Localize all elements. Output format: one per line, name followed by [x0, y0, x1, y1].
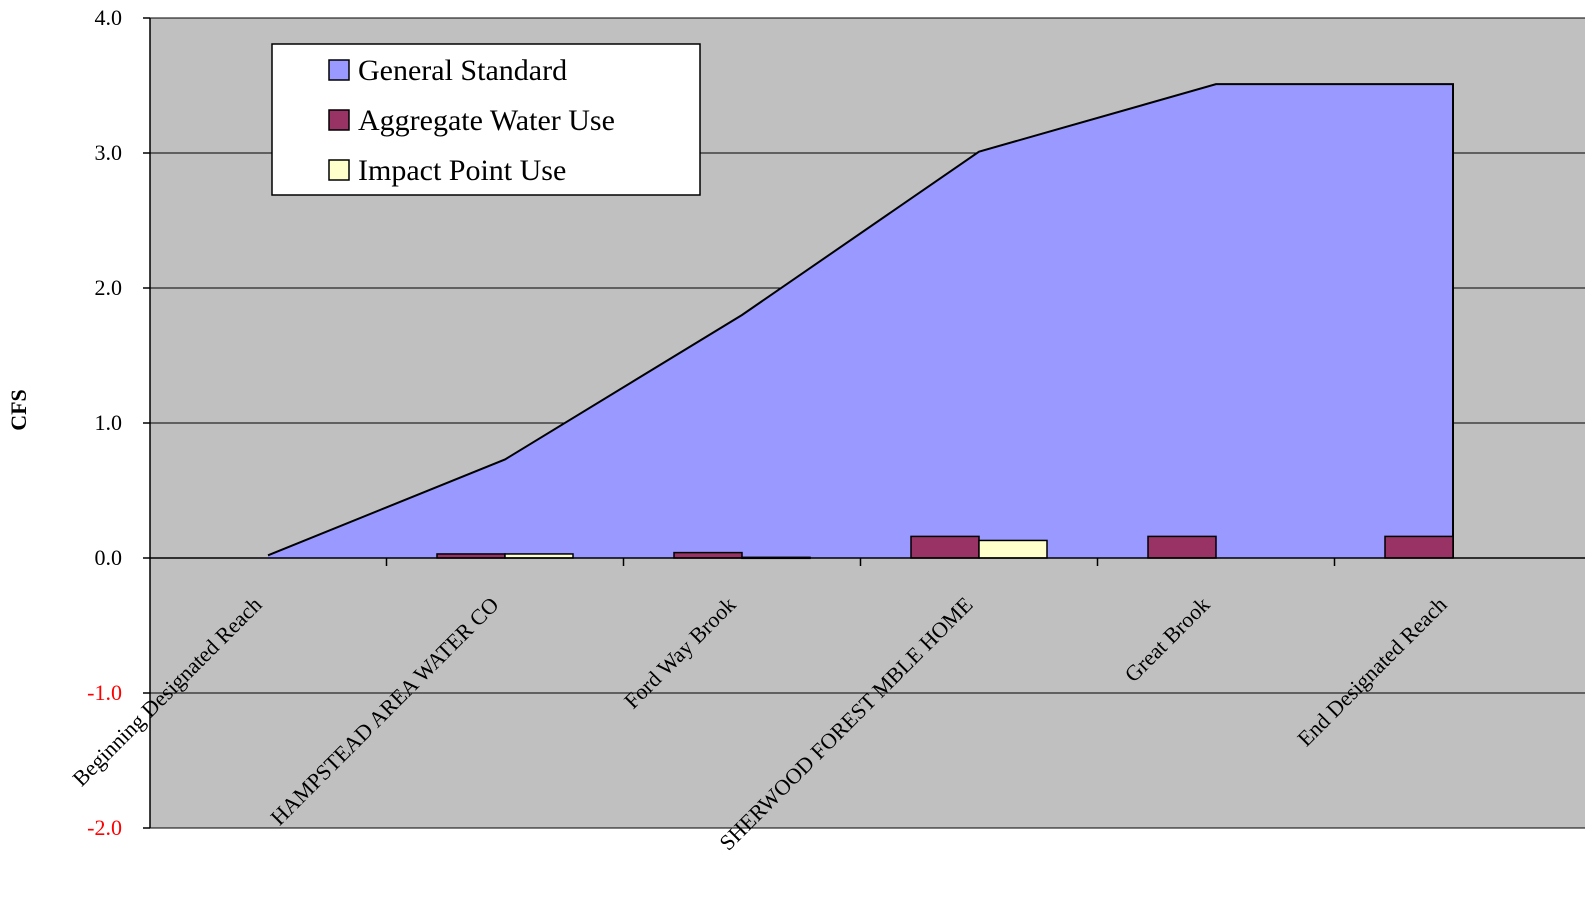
- area-series-layer: [267, 83, 1454, 559]
- legend: General Standard Aggregate Water Use Impac…: [271, 43, 701, 196]
- general-standard-line: [267, 83, 1454, 558]
- legend-swatch: [328, 109, 350, 131]
- aggregate-water-use-bar: [1384, 535, 1454, 559]
- aggregate-water-use-bar: [910, 535, 980, 559]
- legend-label: General Standard: [358, 54, 567, 87]
- aggregate-water-use-bar: [673, 551, 743, 559]
- y-tick-label: 1.0: [95, 410, 123, 435]
- y-tick-labels: -2.0 -1.0 0.0 1.0 2.0 3.0 4.0: [87, 5, 122, 840]
- y-tick-label: 2.0: [95, 275, 123, 300]
- y-tick-label: -2.0: [87, 815, 122, 840]
- legend-swatch: [328, 59, 350, 81]
- impact-point-use-bar: [978, 539, 1048, 559]
- legend-swatch: [328, 159, 350, 181]
- legend-label: Aggregate Water Use: [358, 104, 615, 137]
- y-tick-label: 0.0: [95, 545, 123, 570]
- y-tick-label: -1.0: [87, 680, 122, 705]
- y-tick-label: 3.0: [95, 140, 123, 165]
- y-tick-label: 4.0: [95, 5, 123, 30]
- legend-label: Impact Point Use: [358, 154, 566, 187]
- y-axis-label: CFS: [6, 389, 31, 431]
- aggregate-water-use-bar: [1147, 535, 1217, 559]
- axes: [143, 17, 1585, 829]
- general-standard-area: [268, 84, 1453, 559]
